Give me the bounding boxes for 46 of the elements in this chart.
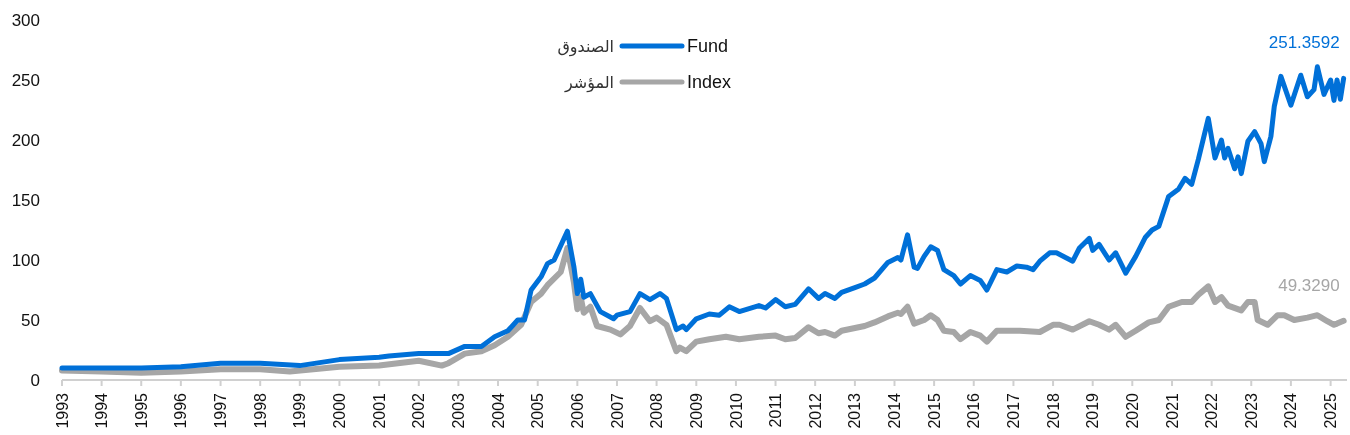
x-tick-label: 2015 — [925, 392, 943, 429]
x-tick-label: 1997 — [212, 392, 230, 429]
y-tick-label: 150 — [11, 190, 40, 210]
x-tick-label: 2005 — [529, 392, 547, 429]
x-tick-label: 2003 — [449, 392, 467, 429]
x-tick-label: 2001 — [370, 392, 388, 429]
x-tick-label: 1996 — [172, 392, 190, 429]
x-tick-label: 2007 — [608, 392, 626, 429]
y-tick-label: 0 — [30, 370, 40, 390]
x-tick-label: 2024 — [1282, 392, 1300, 429]
x-tick-label: 2022 — [1203, 392, 1221, 429]
y-tick-label: 200 — [11, 130, 40, 150]
y-tick-label: 250 — [11, 70, 40, 90]
x-tick-label: 2021 — [1163, 392, 1181, 429]
x-tick-label: 2013 — [846, 392, 864, 429]
x-tick-label: 2023 — [1242, 392, 1260, 429]
y-tick-label: 100 — [11, 250, 40, 270]
x-tick-label: 1993 — [53, 392, 71, 429]
x-tick-label: 2012 — [806, 392, 824, 429]
x-tick-label: 1999 — [291, 392, 309, 429]
x-tick-label: 2000 — [331, 392, 349, 429]
x-tick-label: 2018 — [1044, 392, 1062, 429]
x-tick-label: 2025 — [1322, 392, 1340, 429]
x-tick-label: 2016 — [965, 392, 983, 429]
legend-label: Fund — [687, 36, 729, 57]
y-tick-label: 50 — [21, 310, 40, 330]
annotation: الصندوق — [557, 37, 614, 57]
x-tick-label: 2014 — [886, 392, 904, 429]
x-tick-label: 2019 — [1084, 392, 1102, 429]
y-tick-label: 300 — [11, 10, 40, 30]
data-label: 251.3592 — [1268, 33, 1340, 53]
x-tick-label: 1994 — [93, 392, 111, 429]
annotation: المؤشر — [563, 73, 614, 93]
x-tick-label: 2008 — [648, 392, 666, 429]
legend-label: Index — [687, 72, 732, 93]
x-tick-label: 1998 — [251, 392, 269, 429]
x-tick-label: 1995 — [132, 392, 150, 429]
x-tick-label: 2009 — [687, 392, 705, 429]
x-tick-label: 2010 — [727, 392, 745, 429]
x-tick-label: 2002 — [410, 392, 428, 429]
x-tick-label: 2006 — [568, 392, 586, 429]
data-label: 49.3290 — [1278, 275, 1340, 295]
x-tick-label: 2017 — [1005, 392, 1023, 429]
x-tick-label: 2011 — [767, 392, 785, 428]
x-tick-label: 2020 — [1123, 392, 1141, 429]
x-tick-label: 2004 — [489, 392, 507, 429]
